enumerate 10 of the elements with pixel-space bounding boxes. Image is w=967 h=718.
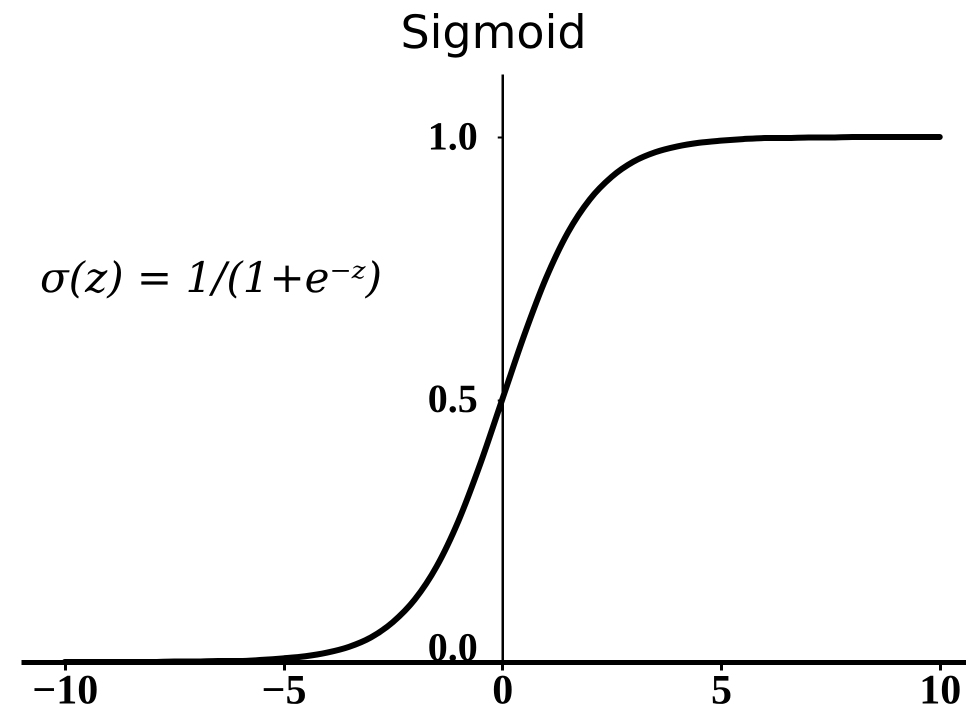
x-tick-label: −10	[32, 668, 98, 714]
y-tick-label: 0.0	[428, 624, 478, 670]
x-tick-label: 0	[492, 668, 514, 714]
x-tick-label: 5	[711, 668, 732, 714]
y-tick-label: 1.0	[428, 114, 478, 158]
x-tick-label: −5	[262, 668, 306, 714]
chart-title: Sigmoid	[400, 5, 587, 59]
x-tick-label: 10	[919, 668, 962, 714]
annotation: σ(z) = 1/(1+e⁻ᶻ)	[40, 253, 382, 302]
y-tick-label: 0.5	[428, 376, 478, 421]
